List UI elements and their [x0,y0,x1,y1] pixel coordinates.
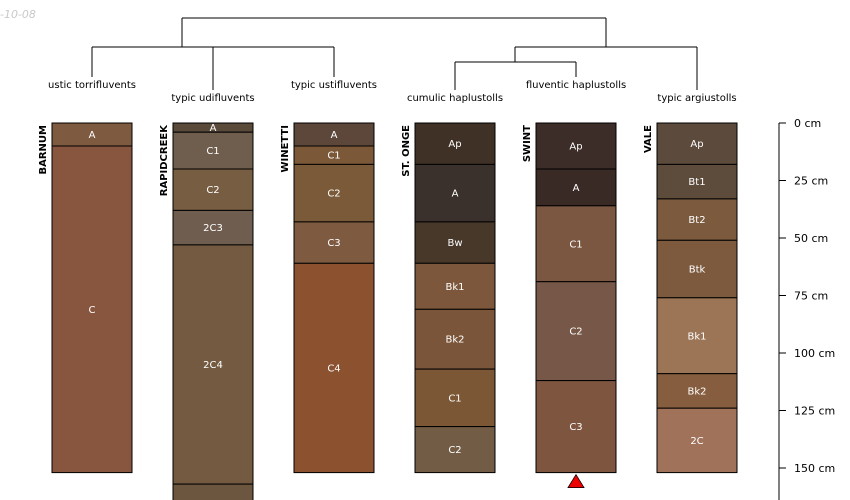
horizon-label: C3 [327,238,340,249]
series-label: ST. ONGE [401,125,412,177]
horizon-label: C3 [569,422,582,433]
horizon-2c3 [172,209,254,246]
series-label: BARNUM [38,125,49,175]
series-label: SWINT [522,125,533,162]
profile-rapidcreek: typic udifluvents RAPIDCREEK A C1 C2 2C3 2C4 [159,93,255,500]
depth-tick-label: 25 cm [794,175,828,188]
horizon-c3 [535,380,617,474]
horizon-label: Bk2 [687,386,706,397]
horizon-label: Bk1 [687,331,706,342]
horizon-label: A [210,123,217,134]
horizon-bk2 [414,308,496,370]
horizon-2c [656,407,738,474]
horizon-btk [656,239,738,299]
horizon-c2 [172,168,254,211]
series-label: RAPIDCREEK [159,124,170,196]
horizon-label: A [331,130,338,141]
horizon-c1 [535,205,617,283]
taxon-label: fluventic haplustolls [526,80,626,91]
horizon-bk2 [656,373,738,409]
horizon-c2 [293,163,375,223]
profile-barnum: ustic torrifluvents BARNUM A C [38,80,136,474]
series-label: WINETTI [280,125,291,173]
horizon-a [535,168,617,207]
depth-tick-label: 100 cm [794,347,835,360]
horizon-bt1 [656,163,738,200]
taxon-label: typic argiustolls [657,93,736,104]
horizon-label: Ap [448,139,461,150]
taxon-label: ustic torrifluvents [48,80,136,91]
horizon-ap [656,122,738,165]
horizon-label: C2 [448,445,461,456]
horizon-label: Bt1 [688,177,705,188]
depth-tick-label: 0 cm [794,117,821,130]
taxon-label: cumulic haplustolls [407,93,503,104]
depth-tick-label: 50 cm [794,232,828,245]
horizon-unlabeled [172,483,254,500]
horizon-label: Bk1 [445,282,464,293]
horizon-label: Btk [689,265,706,276]
depth-tick-label: 150 cm [794,462,835,475]
horizon-label: A [452,189,459,200]
corner-date-fragment: -10-08 [0,8,36,21]
horizon-label: Bw [447,238,462,249]
horizon-c2 [414,426,496,474]
horizon-label: C [89,305,96,316]
horizon-label: C1 [448,393,461,404]
horizon-label: C4 [327,363,340,374]
depth-axis: 0 cm 25 cm 50 cm 75 cm 100 cm 125 cm 150 cm [778,117,835,500]
horizon-label: C2 [206,185,219,196]
horizon-label: C2 [569,327,582,338]
bottom-marker-triangle [567,473,585,489]
horizon-bk1 [414,262,496,310]
taxon-label: typic udifluvents [171,93,254,104]
depth-tick-label: 75 cm [794,290,828,303]
horizon-label: 2C4 [203,360,223,371]
horizon-c1 [172,131,254,170]
horizon-label: Ap [690,139,703,150]
horizon-c4 [293,262,375,474]
horizon-label: Bk2 [445,335,464,346]
horizon-label: Ap [569,142,582,153]
horizon-2c4 [172,244,254,485]
horizon-label: C1 [569,239,582,250]
horizon-bw [414,221,496,264]
profile-st-onge: cumulic haplustolls ST. ONGE Ap A Bw Bk1 Bk2 C1… [401,93,503,474]
horizon-c2 [535,281,617,382]
horizon-ap [414,122,496,165]
horizon-label: A [573,183,580,194]
horizon-label: Bt2 [688,215,705,226]
profile-vale: typic argiustolls VALE Ap Bt1 Bt2 Btk Bk1 Bk2 2C [643,93,738,474]
horizon-label: 2C3 [203,223,223,234]
horizon-label: A [89,130,96,141]
taxon-label: typic ustifluvents [291,80,377,91]
horizon-label: 2C [690,436,703,447]
horizon-c [51,145,133,474]
profile-swint: fluventic haplustolls SWINT Ap A C1 C2 C3 [522,80,626,489]
horizon-label: C2 [327,189,340,200]
horizon-c1 [414,368,496,428]
depth-tick-label: 125 cm [794,405,835,418]
dendrogram [91,17,698,90]
horizon-label: C1 [327,151,340,162]
horizon-bt2 [656,198,738,241]
horizon-a [414,163,496,223]
horizon-c3 [293,221,375,264]
profile-winetti: typic ustifluvents WINETTI A C1 C2 C3 C4 [280,80,377,474]
horizon-label: C1 [206,146,219,157]
series-label: VALE [643,125,654,153]
